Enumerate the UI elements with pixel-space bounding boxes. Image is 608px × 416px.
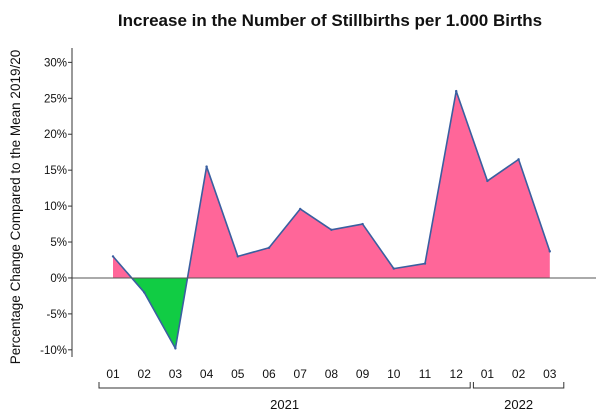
- chart-title: Increase in the Number of Stillbirths pe…: [118, 11, 542, 30]
- y-tick-label: 30%: [44, 57, 67, 69]
- y-tick-label: 0%: [50, 273, 67, 285]
- x-tick-label: 10: [387, 367, 401, 381]
- x-tick-label: 01: [481, 367, 495, 381]
- data-point-04-3: [205, 165, 208, 168]
- year-label-2021: 2021: [270, 397, 299, 412]
- data-point-02-13: [517, 158, 520, 161]
- negative-area-1: [131, 277, 188, 349]
- plot-area: -10% -5% 0% 5% 10% 15% 20% 25% 30% 01 02 03 04 05 06 07…: [40, 48, 596, 412]
- x-tick-label: 04: [200, 367, 214, 381]
- x-tick-label: 03: [169, 367, 183, 381]
- data-point-10-9: [392, 267, 395, 270]
- x-tick-label: 09: [356, 367, 370, 381]
- data-point-11-10: [423, 262, 427, 265]
- y-tick-label: 10%: [44, 201, 67, 213]
- x-tick-label: 11: [419, 367, 432, 381]
- data-point-01-0: [111, 255, 115, 258]
- y-tick-label: 15%: [44, 165, 67, 177]
- x-tick-label: 12: [450, 367, 464, 381]
- data-point-12-11: [455, 89, 458, 93]
- x-tick-label: 05: [231, 367, 245, 381]
- data-point-03-14: [548, 250, 551, 253]
- year-bracket-2022: [472, 382, 565, 389]
- x-tick-label: 08: [325, 367, 339, 381]
- year-bracket-2021: [98, 382, 471, 389]
- y-tick-label: -5%: [47, 309, 67, 321]
- data-point-01-12: [486, 179, 489, 183]
- data-point-07-6: [299, 207, 302, 211]
- y-tick-label: 20%: [44, 129, 67, 141]
- y-tick-label: 5%: [50, 237, 67, 249]
- data-point-05-4: [236, 255, 239, 258]
- x-tick-label: 02: [512, 367, 526, 381]
- y-axis-label: Percentage Change Compared to the Mean 2…: [8, 50, 23, 364]
- data-point-03-2: [174, 347, 177, 350]
- y-tick-label: 25%: [44, 93, 67, 105]
- x-tick-label: 06: [262, 367, 276, 381]
- x-tick-label: 02: [138, 367, 152, 381]
- data-point-08-7: [330, 228, 333, 232]
- data-point-06-5: [267, 246, 271, 249]
- year-label-2022: 2022: [504, 397, 533, 412]
- data-point-02-1: [143, 291, 146, 294]
- positive-area-2: [187, 91, 550, 278]
- x-tick-label: 07: [294, 367, 308, 381]
- data-point-09-8: [361, 222, 364, 226]
- y-tick-label: -10%: [40, 345, 67, 357]
- x-tick-label: 01: [106, 367, 120, 381]
- x-tick-label: 03: [543, 367, 557, 381]
